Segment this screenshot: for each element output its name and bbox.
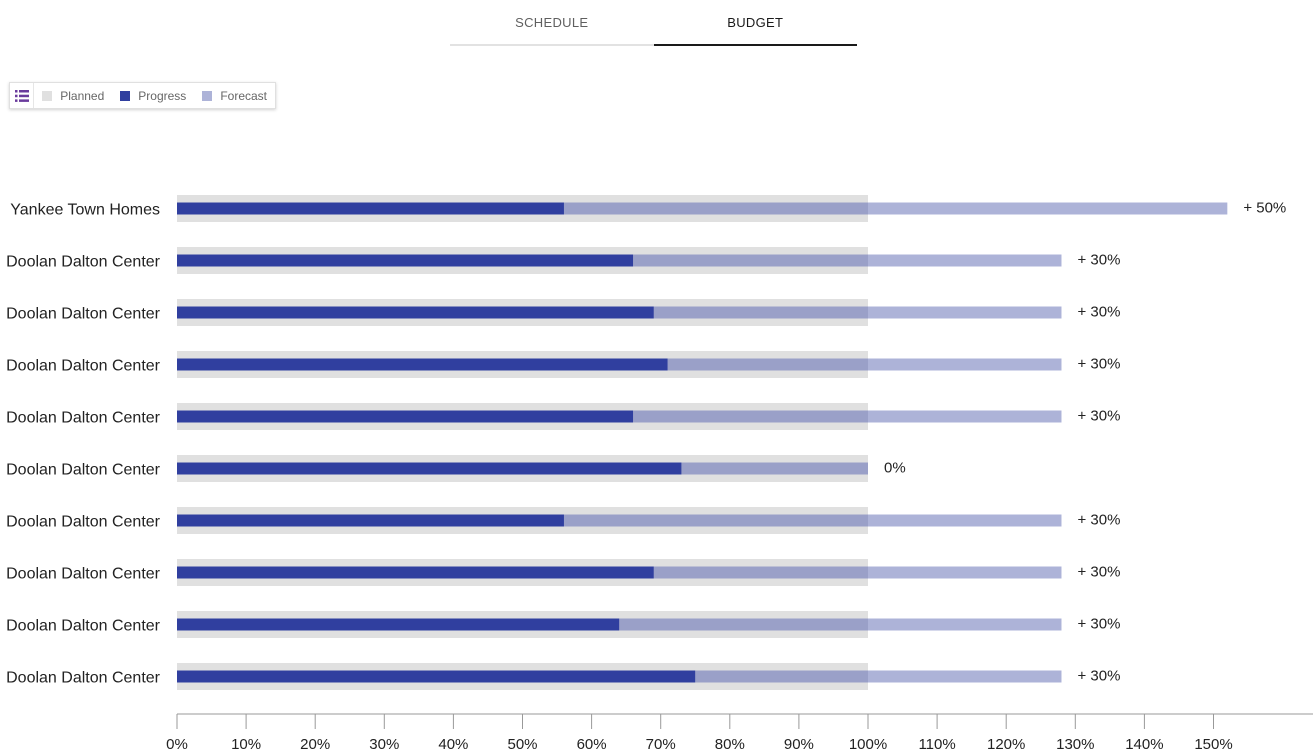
forecast-bar	[619, 618, 868, 631]
forecast-bar	[653, 566, 868, 579]
forecast-bar-overrun	[868, 566, 1062, 579]
forecast-bar	[633, 410, 868, 423]
x-tick-label: 130%	[1056, 736, 1094, 753]
row-label: Doolan Dalton Center	[6, 462, 161, 479]
forecast-bar	[563, 514, 868, 527]
x-tick-label: 0%	[166, 736, 188, 753]
x-tick-label: 20%	[300, 736, 330, 753]
row-label: Doolan Dalton Center	[6, 358, 161, 375]
legend-swatch-forecast	[202, 90, 213, 101]
forecast-bar	[633, 254, 868, 267]
x-tick-label: 100%	[849, 736, 887, 753]
chart-legend: Planned Progress Forecast	[9, 82, 276, 109]
x-tick-label: 150%	[1194, 736, 1232, 753]
x-tick-label: 120%	[987, 736, 1025, 753]
x-tick-label: 50%	[507, 736, 537, 753]
delta-label: 0%	[884, 460, 906, 477]
legend-toggle-button[interactable]	[10, 83, 35, 108]
x-tick-label: 140%	[1125, 736, 1163, 753]
delta-label: + 30%	[1077, 304, 1120, 321]
x-tick-label: 70%	[646, 736, 676, 753]
forecast-bar	[667, 358, 868, 371]
progress-bar	[177, 566, 654, 579]
legend-label-forecast: Forecast	[220, 88, 267, 103]
legend-label-progress: Progress	[138, 88, 187, 103]
x-tick-label: 40%	[438, 736, 468, 753]
list-icon	[14, 89, 29, 102]
forecast-bar	[681, 462, 868, 475]
forecast-bar-overrun	[868, 670, 1062, 683]
forecast-bar	[563, 202, 868, 215]
legend-label-planned: Planned	[60, 88, 105, 103]
delta-label: + 30%	[1077, 408, 1120, 425]
progress-bar	[177, 202, 564, 215]
delta-label: + 30%	[1077, 252, 1120, 269]
delta-label: + 30%	[1077, 616, 1120, 633]
row-label: Doolan Dalton Center	[6, 306, 161, 323]
tab-bar: SCHEDULE BUDGET	[450, 0, 857, 46]
x-tick-label: 90%	[784, 736, 814, 753]
x-tick-label: 10%	[231, 736, 261, 753]
forecast-bar-overrun	[868, 514, 1062, 527]
progress-bar	[177, 462, 682, 475]
row-label: Yankee Town Homes	[10, 202, 160, 219]
progress-bar	[177, 306, 654, 319]
row-label: Doolan Dalton Center	[6, 410, 161, 427]
row-label: Doolan Dalton Center	[6, 618, 161, 635]
forecast-bar-overrun	[868, 410, 1062, 423]
legend-item-progress[interactable]: Progress	[120, 89, 186, 103]
forecast-bar	[695, 670, 868, 683]
delta-label: + 50%	[1243, 200, 1286, 217]
row-label: Doolan Dalton Center	[6, 254, 161, 271]
legend-swatch-planned	[42, 90, 53, 101]
row-label: Doolan Dalton Center	[6, 566, 161, 583]
delta-label: + 30%	[1077, 668, 1120, 685]
x-tick-label: 30%	[369, 736, 399, 753]
x-tick-label: 60%	[577, 736, 607, 753]
x-tick-label: 80%	[715, 736, 745, 753]
progress-bar	[177, 514, 564, 527]
legend-item-forecast[interactable]: Forecast	[202, 89, 267, 103]
tab-budget[interactable]: BUDGET	[653, 0, 857, 46]
delta-label: + 30%	[1077, 512, 1120, 529]
progress-bar	[177, 670, 696, 683]
progress-bar	[177, 358, 668, 371]
progress-bar	[177, 254, 634, 267]
row-label: Doolan Dalton Center	[6, 514, 161, 531]
forecast-bar-overrun	[868, 306, 1062, 319]
forecast-bar-overrun	[868, 358, 1062, 371]
x-tick-label: 110%	[918, 736, 955, 753]
progress-bar	[177, 410, 634, 423]
legend-swatch-progress	[120, 90, 131, 101]
row-label: Doolan Dalton Center	[6, 670, 161, 687]
delta-label: + 30%	[1077, 564, 1120, 581]
legend-item-planned[interactable]: Planned	[42, 89, 104, 103]
forecast-bar-overrun	[868, 618, 1062, 631]
forecast-bar-overrun	[868, 202, 1228, 215]
forecast-bar	[653, 306, 868, 319]
progress-bar	[177, 618, 620, 631]
delta-label: + 30%	[1077, 356, 1120, 373]
forecast-bar-overrun	[868, 254, 1062, 267]
tab-schedule[interactable]: SCHEDULE	[450, 0, 654, 46]
